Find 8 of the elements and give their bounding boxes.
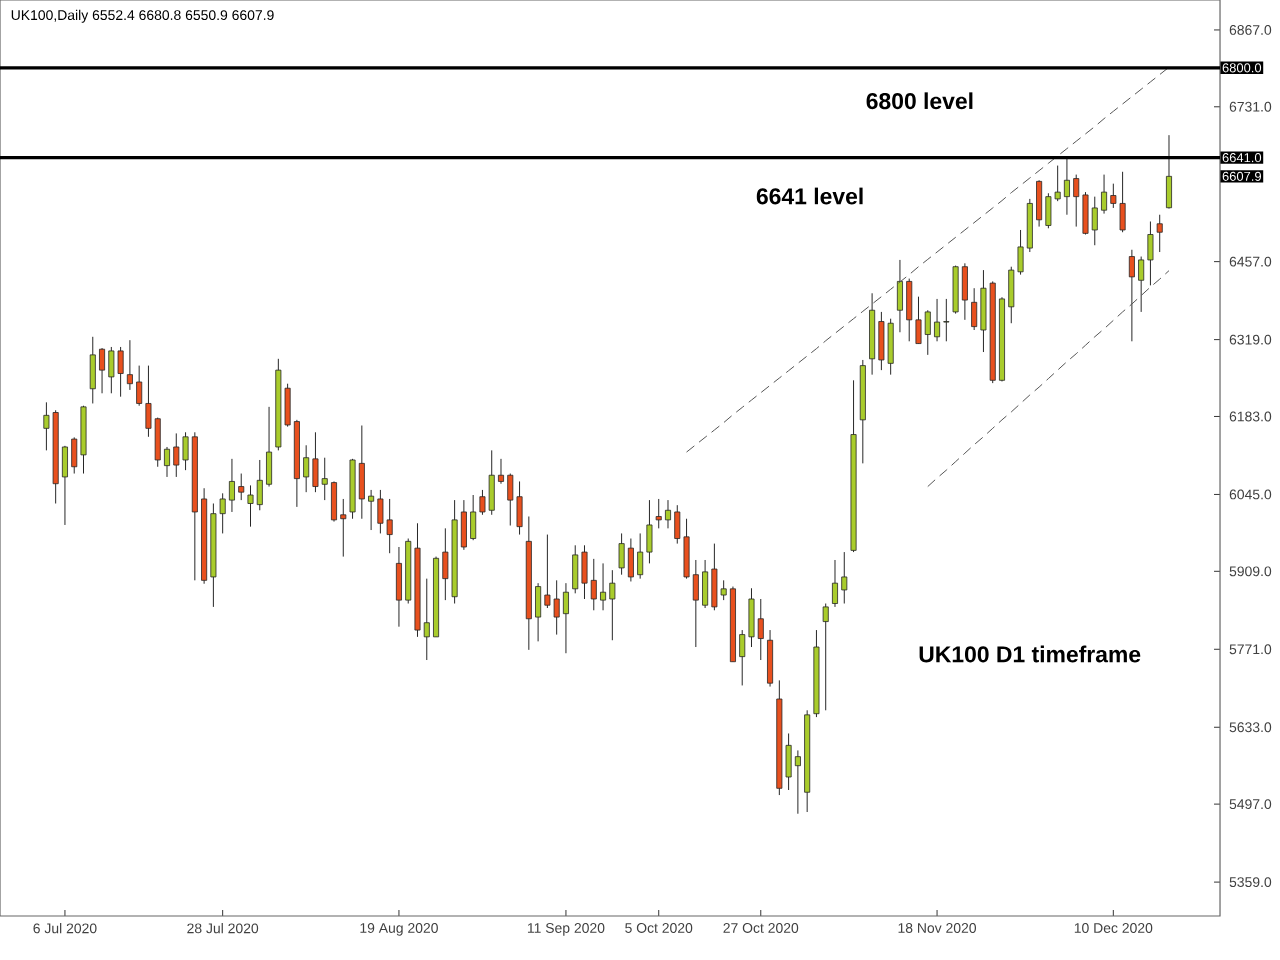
line-series <box>927 270 1170 488</box>
annotation: 6800 level <box>866 92 973 110</box>
candlestick <box>822 603 829 711</box>
annotation: 6641 level <box>756 187 863 205</box>
candlestick <box>1156 214 1163 253</box>
candlestick <box>1165 134 1172 210</box>
candlestick <box>767 629 774 688</box>
annotation: UK100 D1 timeframe <box>919 645 1141 663</box>
